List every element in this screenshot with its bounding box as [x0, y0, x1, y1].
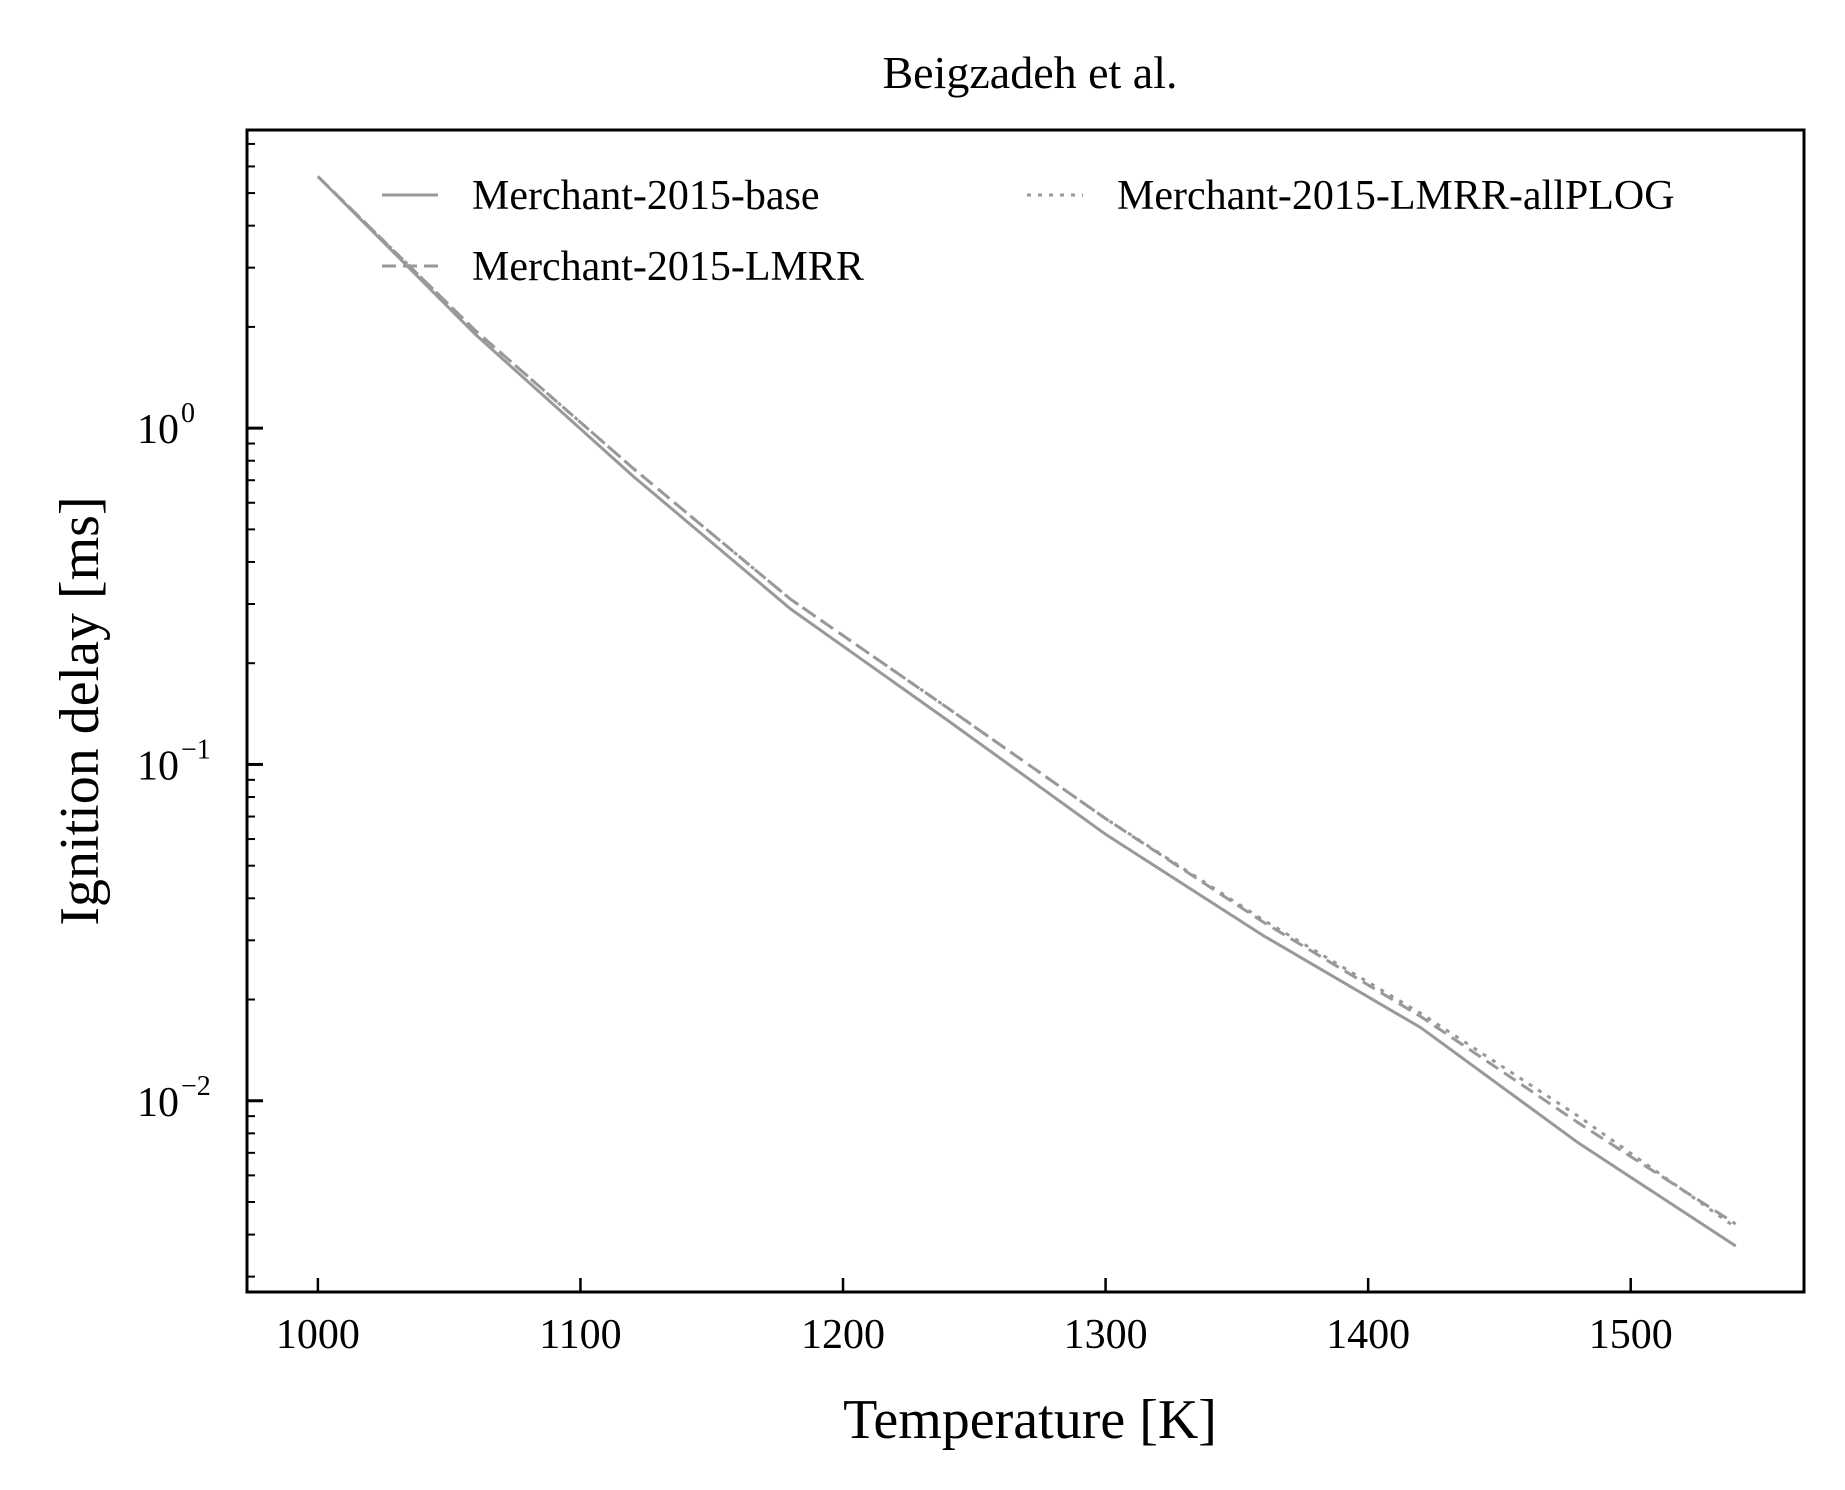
y-tick-label: 10	[137, 407, 179, 453]
x-tick-label: 1000	[276, 1312, 360, 1358]
y-tick-exponent: −1	[181, 734, 211, 765]
series-line-0	[316, 175, 1737, 1248]
x-axis-label: Temperature [K]	[843, 1389, 1217, 1451]
series-lines	[316, 175, 1737, 1248]
x-tick-label: 1500	[1589, 1312, 1673, 1358]
plot-area-frame	[245, 128, 1806, 1294]
legend: Merchant-2015-base Merchant-2015-LMRR Merc…	[382, 173, 1675, 290]
series-line-2	[316, 175, 1737, 1229]
y-tick-label: 10	[137, 743, 179, 789]
x-axis-ticks: 1000 1100 1200 1300 1400 1500	[276, 1278, 1673, 1358]
x-tick-label: 1200	[801, 1312, 885, 1358]
x-tick-label: 1300	[1064, 1312, 1148, 1358]
y-axis-label: Ignition delay [ms]	[49, 496, 111, 925]
y-tick-exponent: 0	[181, 398, 195, 429]
legend-label-1: Merchant-2015-LMRR	[472, 244, 864, 290]
chart-title: Beigzadeh et al.	[882, 47, 1177, 98]
x-tick-label: 1100	[539, 1312, 621, 1358]
legend-label-0: Merchant-2015-base	[472, 173, 820, 219]
y-tick-label: 10	[137, 1080, 179, 1126]
legend-label-2: Merchant-2015-LMRR-allPLOG	[1117, 173, 1675, 219]
y-tick-exponent: −2	[181, 1071, 211, 1102]
x-tick-label: 1400	[1326, 1312, 1410, 1358]
series-line-1	[316, 175, 1737, 1226]
